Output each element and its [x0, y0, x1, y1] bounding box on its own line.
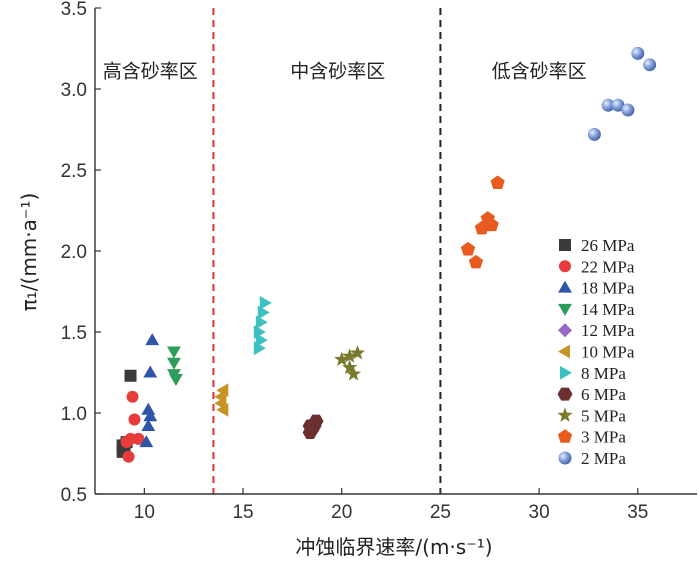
data-points	[116, 46, 657, 463]
data-point	[143, 409, 158, 422]
region-dividers	[212, 8, 442, 494]
legend-marker	[557, 387, 573, 401]
region-label: 中含砂率区	[290, 61, 385, 83]
data-point	[334, 351, 350, 367]
legend-marker	[560, 365, 572, 380]
data-point	[216, 402, 229, 417]
region-label: 低含砂率区	[492, 61, 587, 83]
legend-label: 26 MPa	[581, 236, 635, 255]
data-point	[124, 369, 137, 382]
legend-label: 6 MPa	[581, 385, 626, 404]
legend-label: 14 MPa	[581, 300, 635, 319]
data-point	[167, 346, 181, 359]
data-point	[342, 359, 358, 375]
y-tick-label: 1.5	[61, 323, 87, 344]
data-point	[349, 345, 366, 360]
x-axis-label: 冲蚀临界速率/(m·s⁻¹)	[295, 535, 492, 559]
region-labels: 高含砂率区 中含砂率区 低含砂率区	[103, 61, 587, 83]
legend-marker	[558, 323, 572, 338]
data-point	[342, 348, 358, 363]
y-axis-label: π₁/(mm·a⁻¹)	[17, 193, 41, 312]
data-point	[490, 175, 505, 190]
legend-marker	[559, 260, 571, 273]
legend-marker	[558, 344, 570, 359]
data-point	[139, 435, 154, 448]
x-tick-label: 15	[232, 502, 253, 523]
legend-label: 3 MPa	[581, 428, 626, 447]
data-point	[345, 366, 362, 381]
legend-label: 12 MPa	[581, 321, 635, 340]
legend-marker	[557, 429, 573, 443]
legend-label: 8 MPa	[581, 364, 626, 383]
y-tick-label: 2.5	[61, 161, 87, 182]
x-tick-label: 35	[627, 502, 648, 523]
data-point	[460, 241, 476, 256]
data-point	[643, 58, 657, 72]
y-tick-label: 3.0	[61, 80, 87, 101]
data-point	[302, 425, 318, 439]
y-tick-label: 3.5	[61, 0, 87, 20]
data-point	[141, 402, 156, 415]
legend-label: 5 MPa	[581, 406, 626, 425]
data-point	[169, 373, 183, 386]
legend-label: 2 MPa	[581, 449, 626, 468]
legend-marker	[558, 280, 572, 293]
x-tick-label: 20	[331, 502, 352, 523]
data-point	[601, 98, 615, 112]
legend-marker	[559, 239, 571, 251]
data-point	[257, 305, 270, 320]
data-point	[611, 98, 625, 112]
x-tick-label: 25	[430, 502, 451, 523]
data-point	[621, 103, 635, 117]
data-point	[128, 413, 141, 426]
data-point	[167, 357, 181, 370]
data-point	[468, 254, 484, 269]
data-point	[255, 333, 268, 348]
data-point	[126, 390, 139, 403]
y-tick-label: 1.0	[61, 404, 87, 425]
y-tick-label: 2.0	[61, 242, 87, 263]
x-tick-label: 30	[529, 502, 550, 523]
data-point	[143, 365, 158, 378]
region-label: 高含砂率区	[103, 61, 198, 83]
legend-label: 10 MPa	[581, 343, 635, 362]
legend-marker	[557, 407, 573, 422]
data-point	[132, 432, 145, 445]
x-tick-label: 10	[134, 502, 155, 523]
legend-marker	[558, 303, 572, 316]
data-point	[145, 333, 160, 346]
legend-label: 18 MPa	[581, 279, 635, 298]
y-tick-label: 0.5	[61, 485, 87, 506]
data-point	[631, 46, 645, 60]
legend-label: 22 MPa	[581, 257, 635, 276]
data-point	[253, 341, 266, 356]
data-point	[587, 127, 601, 141]
data-point	[474, 220, 489, 235]
data-point	[255, 315, 268, 330]
data-point	[122, 450, 135, 463]
legend-marker	[558, 451, 572, 465]
data-point	[141, 418, 156, 431]
legend: 26 MPa 22 MPa 18 MPa 14 MPa 12 MPa 10 MPa 8 MP…	[557, 236, 635, 468]
data-point	[259, 295, 272, 310]
axis-ticks: 10 15 20 25 30 35 0.5 1.0 1.5 2.0 2.5 3.0 3.5	[61, 0, 649, 523]
